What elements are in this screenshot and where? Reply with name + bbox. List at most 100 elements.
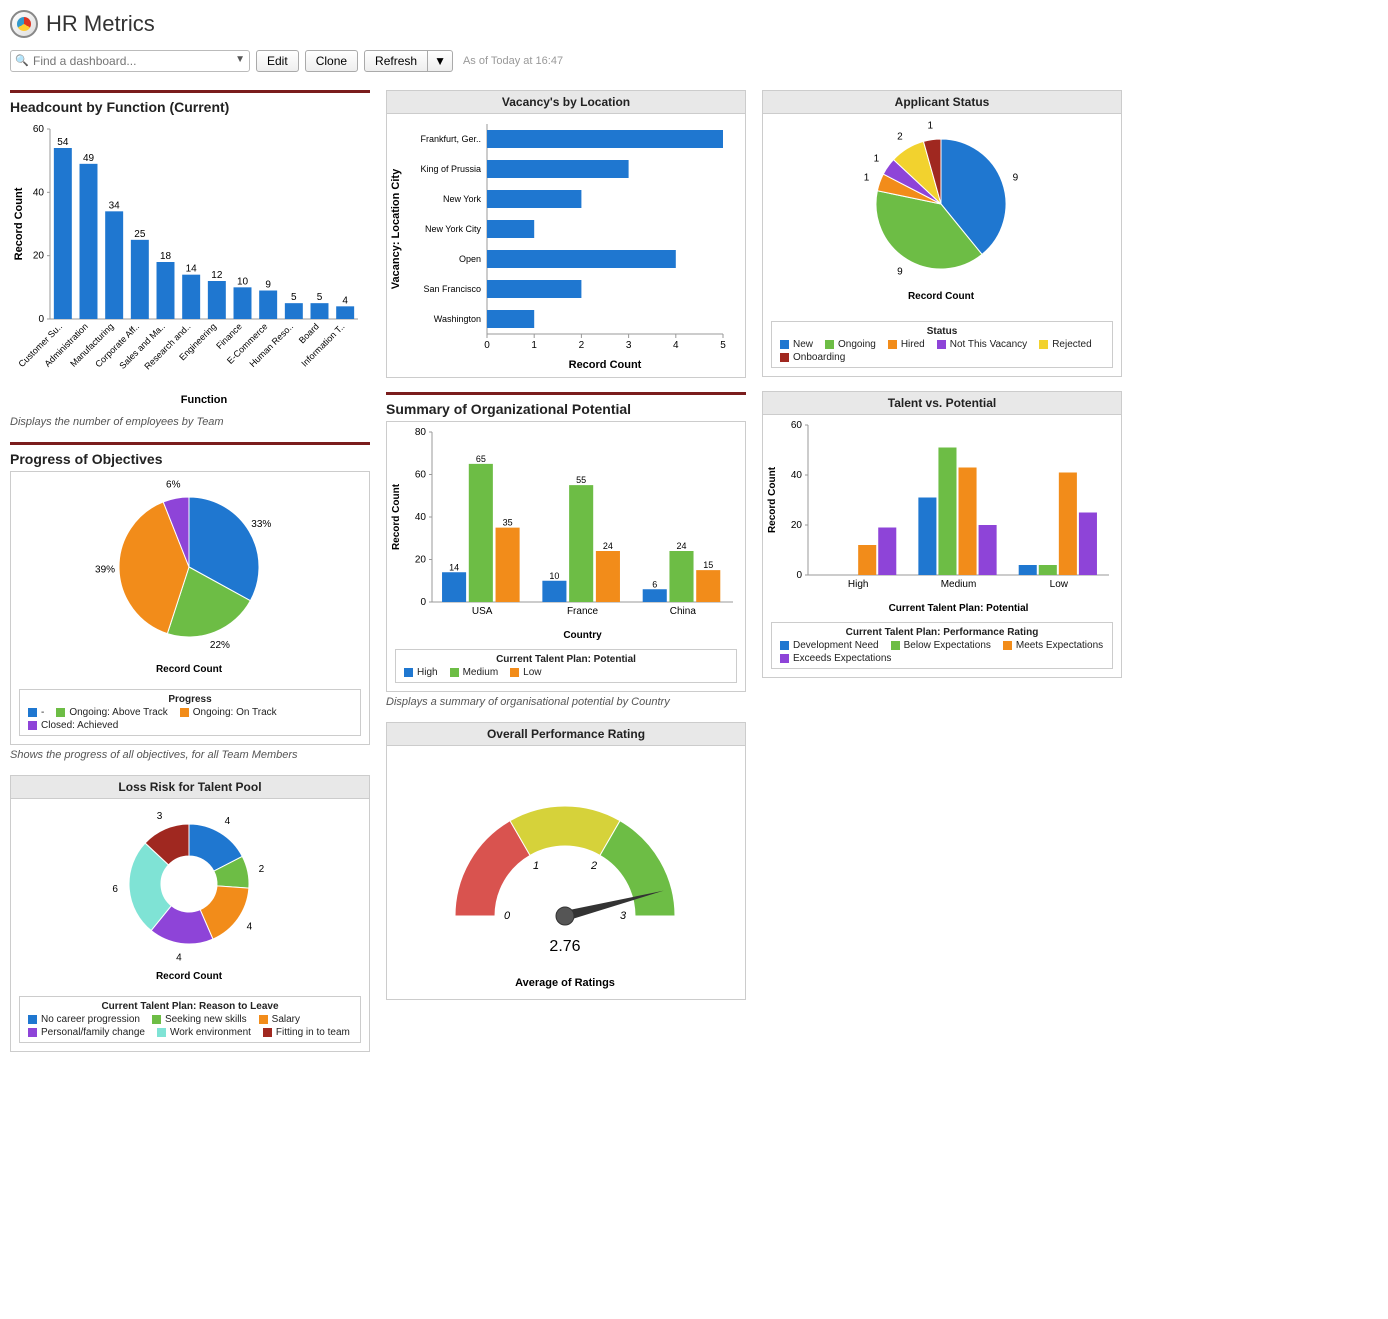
svg-text:40: 40 [791,470,803,481]
svg-text:12: 12 [211,270,223,281]
svg-text:9: 9 [897,266,903,277]
performance-panel: Overall Performance Rating 01232.76Avera… [386,722,746,1000]
svg-text:65: 65 [476,454,486,464]
svg-text:55: 55 [576,475,586,485]
legend-item: Onboarding [780,352,845,363]
svg-text:5: 5 [317,292,323,303]
svg-text:High: High [848,579,869,590]
legend-item: No career progression [28,1014,140,1025]
page-header: HR Metrics [10,10,1378,38]
search-input[interactable] [10,50,250,72]
clone-button[interactable]: Clone [305,50,358,72]
svg-text:22%: 22% [210,640,230,651]
svg-text:2.76: 2.76 [549,938,580,955]
legend-item: Meets Expectations [1003,640,1103,651]
svg-text:New York City: New York City [425,224,482,234]
legend-item: New [780,339,813,350]
svg-text:6: 6 [652,579,657,589]
headcount-caption: Displays the number of employees by Team [10,416,370,428]
svg-text:0: 0 [504,910,511,922]
svg-text:Record Count: Record Count [391,483,402,550]
svg-text:25: 25 [134,229,146,240]
org-potential-section: Summary of Organizational Potential 0204… [386,392,746,708]
svg-text:49: 49 [83,153,95,164]
loss-risk-section: Loss Risk for Talent Pool 424463Record C… [10,775,370,1052]
svg-text:USA: USA [472,606,493,617]
chevron-down-icon[interactable]: ▼ [235,54,245,65]
objectives-caption: Shows the progress of all objectives, fo… [10,749,370,761]
timestamp-label: As of Today at 16:47 [463,55,563,67]
svg-text:4: 4 [342,295,348,306]
svg-text:Frankfurt, Ger..: Frankfurt, Ger.. [420,134,481,144]
svg-text:Record Count: Record Count [156,971,223,982]
legend-item: Hired [888,339,925,350]
svg-text:9: 9 [1013,173,1019,184]
svg-text:2: 2 [897,132,903,143]
headcount-section: Headcount by Function (Current) 02040605… [10,90,370,428]
dashboard-search[interactable]: 🔍 ▼ [10,50,250,72]
org-potential-caption: Displays a summary of organisational pot… [386,696,746,708]
performance-title: Overall Performance Rating [387,723,745,746]
legend-item: Closed: Achieved [28,720,118,731]
dashboard-icon [10,10,38,38]
svg-text:6: 6 [112,884,118,895]
toolbar: 🔍 ▼ Edit Clone Refresh ▼ As of Today at … [10,50,1378,72]
svg-text:1: 1 [874,153,880,164]
svg-text:15: 15 [703,560,713,570]
refresh-button[interactable]: Refresh [364,50,428,72]
svg-text:Function: Function [181,394,228,406]
svg-text:5: 5 [291,292,297,303]
headcount-chart: 020406054Customer Su..49Administration34… [10,119,368,409]
search-icon: 🔍 [15,54,29,67]
svg-text:60: 60 [415,470,427,481]
svg-text:3: 3 [157,811,163,822]
talent-potential-chart: 0204060HighMediumLowCurrent Talent Plan:… [763,415,1119,615]
svg-text:Board: Board [297,321,321,345]
page-title: HR Metrics [46,11,155,37]
svg-text:Record Count: Record Count [156,664,223,675]
svg-text:China: China [670,606,697,617]
svg-text:Record Count: Record Count [569,359,642,371]
svg-text:24: 24 [603,541,613,551]
svg-text:4: 4 [176,952,182,963]
svg-text:14: 14 [186,264,198,275]
legend-item: Ongoing: Above Track [56,707,167,718]
svg-text:14: 14 [449,562,459,572]
svg-text:Current Talent Plan: Potential: Current Talent Plan: Potential [889,603,1029,614]
talent-potential-panel: Talent vs. Potential 0204060HighMediumLo… [762,391,1122,678]
legend-item: Seeking new skills [152,1014,247,1025]
svg-text:40: 40 [33,187,45,198]
legend-item: Medium [450,667,499,678]
edit-button[interactable]: Edit [256,50,299,72]
svg-text:Low: Low [1050,579,1069,590]
vacancies-panel: Vacancy's by Location 012345Frankfurt, G… [386,90,746,378]
objectives-chart: 33%22%39%6%Record Count [11,472,367,682]
svg-text:60: 60 [791,420,803,431]
svg-text:3: 3 [626,340,632,351]
applicant-legend: Status NewOngoingHiredNot This VacancyRe… [771,321,1113,368]
svg-text:2: 2 [579,340,585,351]
talent-potential-title: Talent vs. Potential [763,392,1121,415]
applicant-chart: 991121Record Count [763,114,1119,314]
svg-text:0: 0 [484,340,490,351]
svg-text:4: 4 [247,922,253,933]
svg-text:New York: New York [443,194,482,204]
legend-item: Work environment [157,1027,251,1038]
applicant-title: Applicant Status [763,91,1121,114]
svg-text:France: France [567,606,599,617]
headcount-title: Headcount by Function (Current) [10,90,370,115]
legend-item: Ongoing: On Track [180,707,277,718]
svg-text:5: 5 [720,340,726,351]
objectives-legend: Progress -Ongoing: Above TrackOngoing: O… [19,689,361,736]
svg-text:1: 1 [864,173,870,184]
svg-text:4: 4 [673,340,679,351]
svg-text:1: 1 [927,121,933,132]
svg-text:King of Prussia: King of Prussia [420,164,481,174]
svg-text:Average of Ratings: Average of Ratings [515,977,615,989]
svg-text:2: 2 [590,860,597,872]
loss-risk-legend: Current Talent Plan: Reason to Leave No … [19,996,361,1043]
legend-item: - [28,707,44,718]
refresh-dropdown[interactable]: ▼ [428,50,453,72]
svg-text:Country: Country [563,630,602,641]
svg-text:0: 0 [420,597,426,608]
